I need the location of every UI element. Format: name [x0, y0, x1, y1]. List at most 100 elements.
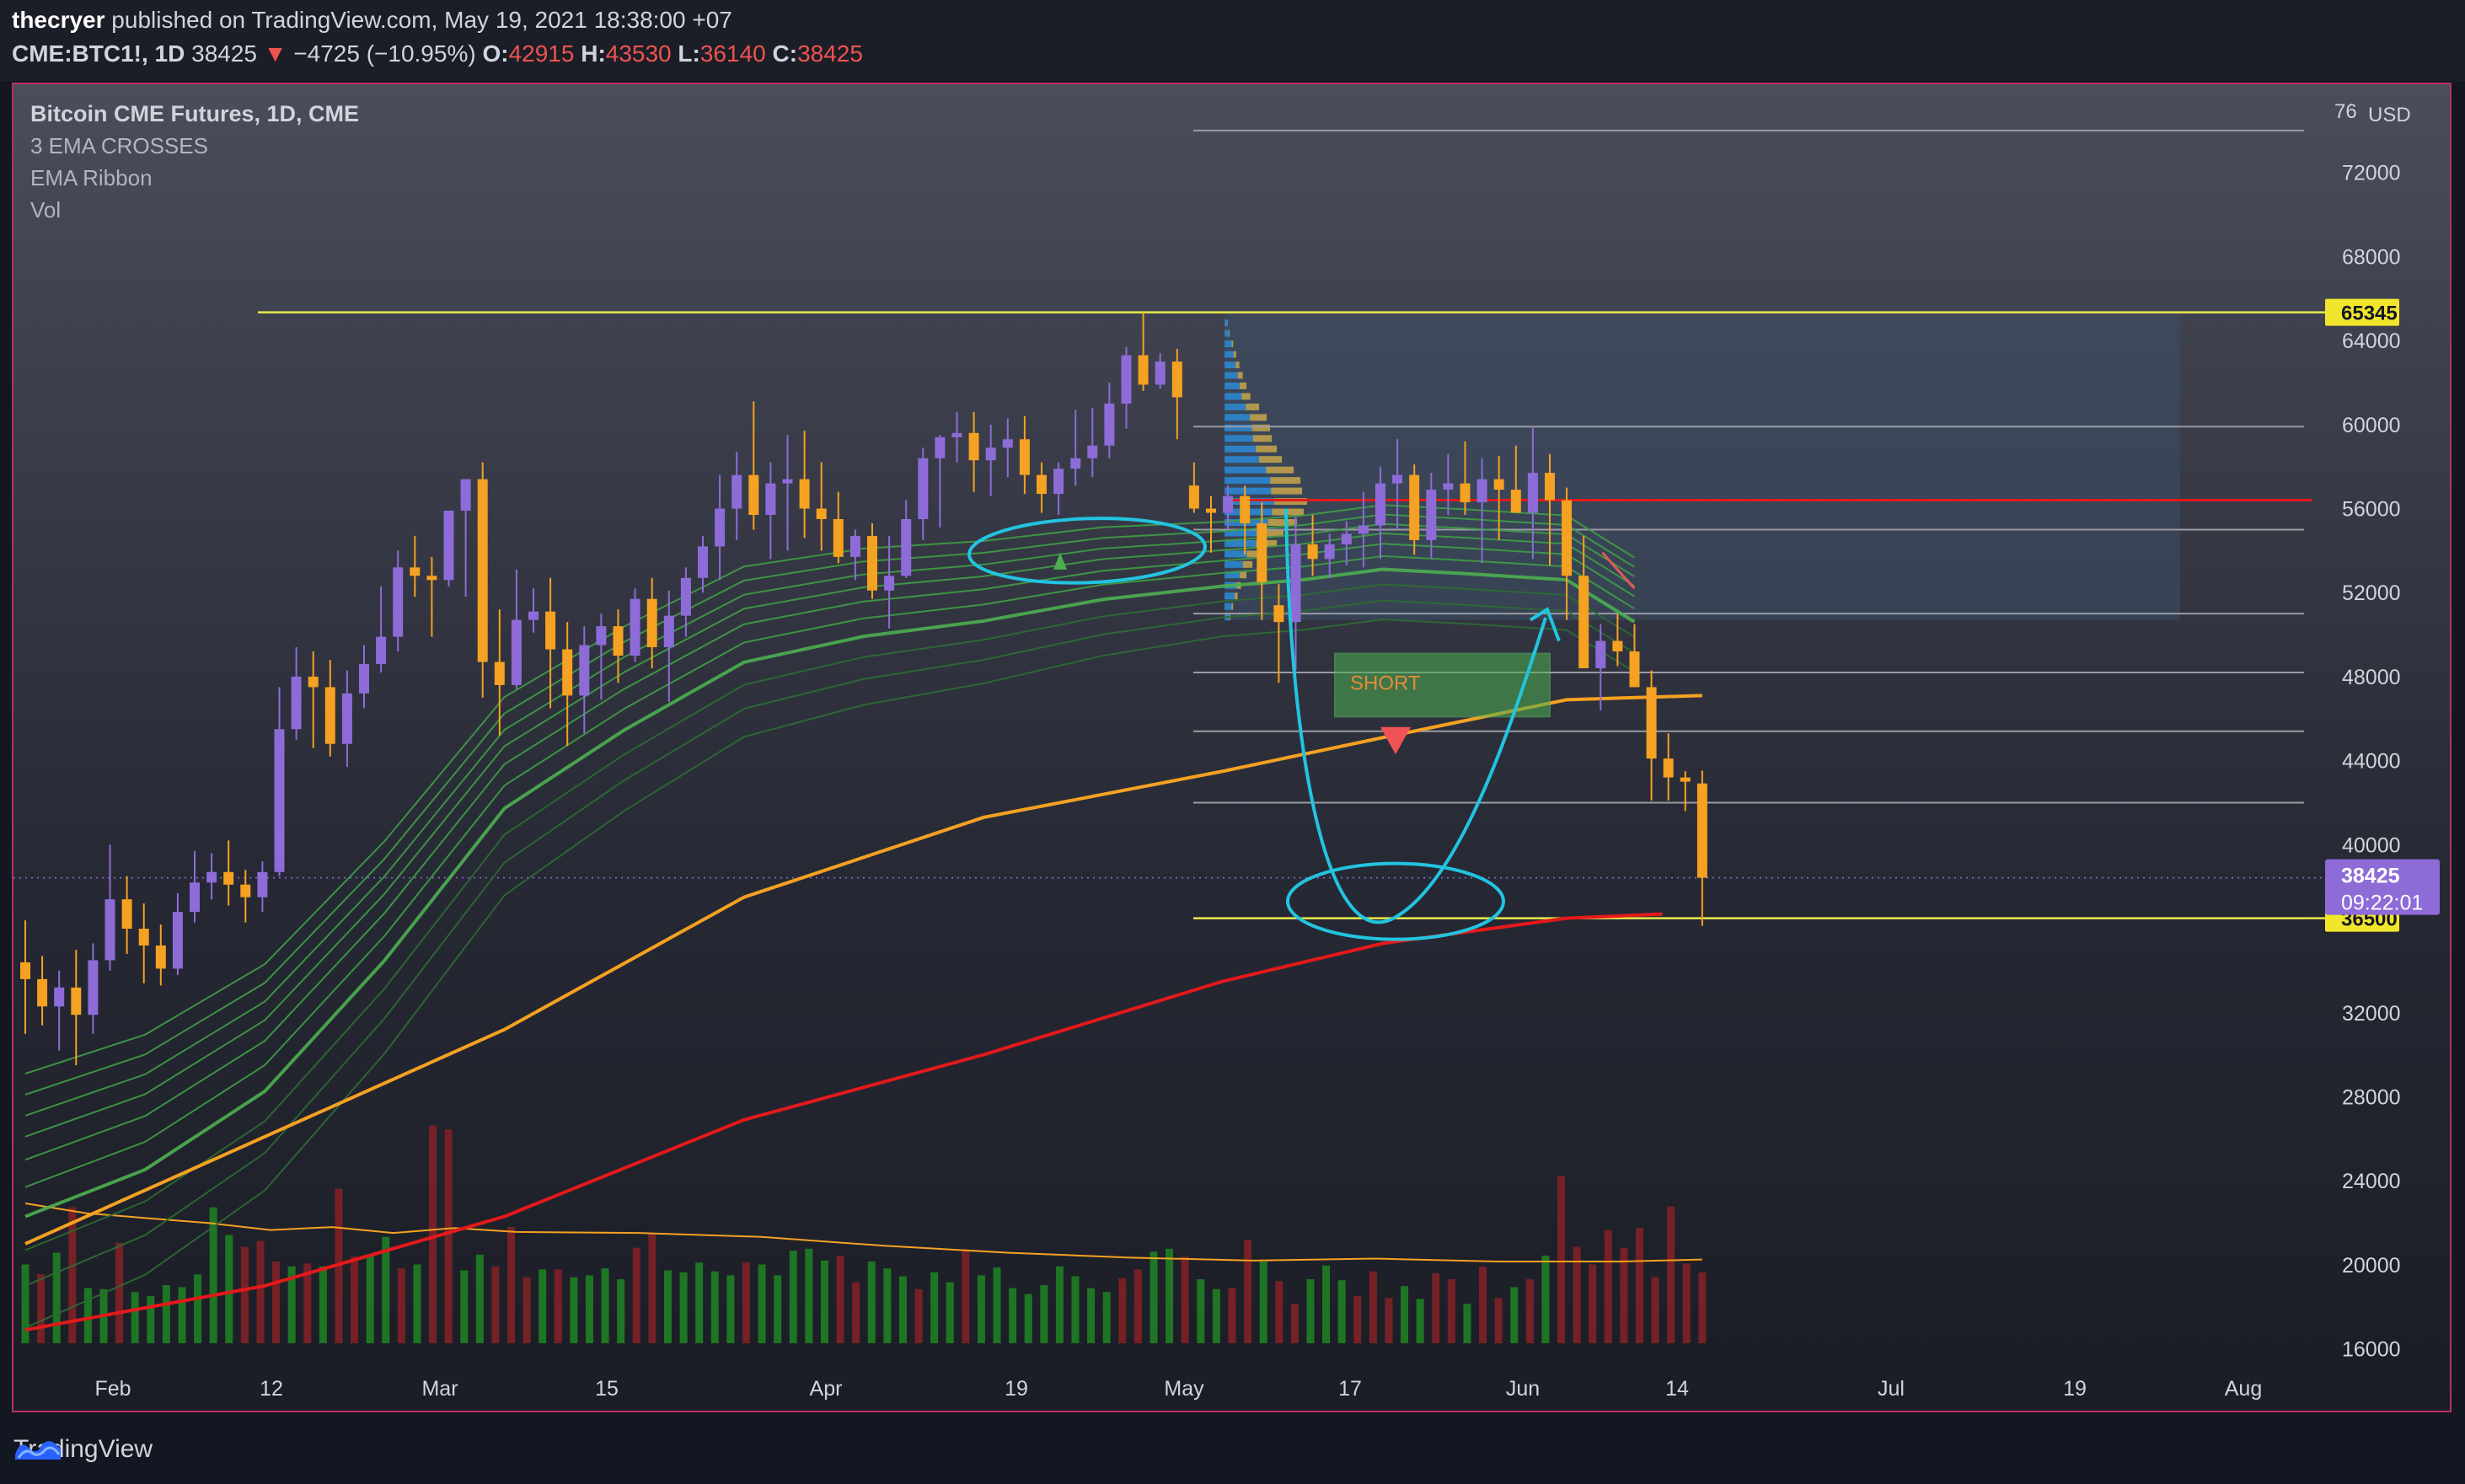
- candle-body[interactable]: [155, 946, 166, 969]
- legend-volume[interactable]: Vol: [30, 197, 61, 222]
- candle-body[interactable]: [1663, 758, 1674, 778]
- candle-body[interactable]: [1273, 605, 1284, 623]
- candle-body[interactable]: [1578, 576, 1589, 668]
- candle-body[interactable]: [715, 508, 726, 547]
- ema-ribbon-line[interactable]: [24, 522, 1635, 1117]
- candle-body[interactable]: [1696, 783, 1707, 878]
- candle-body[interactable]: [223, 871, 234, 885]
- bottom-highlight-ellipse[interactable]: [1286, 861, 1505, 941]
- candle-body[interactable]: [579, 645, 590, 696]
- candle-body[interactable]: [393, 567, 404, 637]
- candle-body[interactable]: [291, 676, 302, 730]
- price-chart[interactable]: SHORT 72000 68000 64000 60000 56000 52000 4800…: [13, 84, 2450, 1411]
- ema-ribbon-line[interactable]: [24, 554, 1635, 1188]
- candle-body[interactable]: [1595, 640, 1606, 668]
- candle-body[interactable]: [731, 474, 742, 509]
- candle-body[interactable]: [443, 511, 454, 581]
- candle-body[interactable]: [1290, 544, 1301, 623]
- ema-ribbon-line[interactable]: [24, 599, 1635, 1287]
- candle-body[interactable]: [901, 518, 912, 576]
- candle-body[interactable]: [1037, 474, 1047, 495]
- ema-ribbon-line[interactable]: [24, 532, 1635, 1138]
- candle-body[interactable]: [138, 929, 149, 946]
- candle-body[interactable]: [528, 611, 539, 620]
- candle-body[interactable]: [1510, 490, 1521, 513]
- candle-body[interactable]: [782, 479, 793, 484]
- candle-body[interactable]: [698, 546, 708, 578]
- candle-body[interactable]: [1206, 508, 1216, 513]
- level-high-tag[interactable]: 65345: [2341, 303, 2398, 325]
- candle-body[interactable]: [1646, 687, 1657, 759]
- candle-body[interactable]: [1307, 544, 1318, 560]
- candle-body[interactable]: [1240, 496, 1251, 523]
- candle-body[interactable]: [663, 615, 674, 648]
- candle-body[interactable]: [1053, 469, 1064, 495]
- candle-body[interactable]: [1002, 439, 1013, 448]
- legend-ema-ribbon[interactable]: EMA Ribbon: [30, 165, 153, 190]
- tradingview-logo-icon[interactable]: [13, 1433, 62, 1461]
- candle-body[interactable]: [646, 598, 657, 648]
- candle-body[interactable]: [1375, 483, 1385, 526]
- candle-body[interactable]: [1019, 439, 1030, 475]
- candle-body[interactable]: [121, 899, 132, 930]
- candle-body[interactable]: [494, 662, 505, 685]
- candle-body[interactable]: [37, 978, 48, 1007]
- cross-highlight-ellipse[interactable]: [967, 515, 1207, 587]
- candle-body[interactable]: [376, 636, 387, 664]
- candle-body[interactable]: [240, 884, 251, 897]
- candle-body[interactable]: [849, 535, 860, 557]
- candle-body[interactable]: [596, 626, 607, 646]
- candle-body[interactable]: [1138, 355, 1149, 385]
- candle-body[interactable]: [88, 960, 99, 1015]
- ema-ribbon-line[interactable]: [24, 567, 1636, 1219]
- candle-body[interactable]: [1443, 483, 1454, 490]
- candle-body[interactable]: [1476, 479, 1487, 503]
- ema-ribbon-line[interactable]: [24, 513, 1635, 1096]
- candle-body[interactable]: [1104, 403, 1115, 446]
- candle-body[interactable]: [1324, 544, 1335, 560]
- candle-body[interactable]: [206, 871, 217, 883]
- candle-body[interactable]: [1562, 500, 1573, 576]
- ema-ribbon-line[interactable]: [24, 619, 1635, 1329]
- candle-body[interactable]: [172, 912, 183, 969]
- last-price-tag[interactable]: 38425: [2341, 865, 2400, 888]
- candle-body[interactable]: [867, 535, 877, 591]
- candle-body[interactable]: [680, 577, 691, 616]
- candle-body[interactable]: [562, 649, 573, 696]
- candle-body[interactable]: [613, 626, 624, 656]
- candle-body[interactable]: [545, 611, 556, 650]
- candle-body[interactable]: [833, 518, 844, 557]
- candle-body[interactable]: [799, 479, 810, 509]
- candle-body[interactable]: [71, 987, 82, 1015]
- candle-body[interactable]: [765, 483, 776, 516]
- candle-body[interactable]: [1392, 474, 1403, 484]
- candle-body[interactable]: [968, 432, 979, 461]
- candle-body[interactable]: [308, 676, 319, 688]
- projection-curve-arrow[interactable]: [1284, 508, 1547, 924]
- candle-body[interactable]: [1121, 355, 1132, 404]
- candle-body[interactable]: [20, 962, 30, 979]
- candle-body[interactable]: [104, 899, 115, 961]
- candle-body[interactable]: [54, 987, 65, 1007]
- candle-body[interactable]: [748, 474, 759, 516]
- candle-body[interactable]: [1358, 525, 1369, 534]
- candle-body[interactable]: [1188, 485, 1199, 509]
- ema-ribbon-line[interactable]: [24, 504, 1635, 1075]
- candle-body[interactable]: [1409, 474, 1420, 540]
- candle-body[interactable]: [816, 508, 827, 519]
- candle-body[interactable]: [1223, 496, 1234, 513]
- candle-body[interactable]: [1493, 479, 1504, 490]
- candle-body[interactable]: [1612, 640, 1623, 652]
- candle-body[interactable]: [426, 576, 437, 581]
- candle-body[interactable]: [359, 663, 369, 694]
- candle-body[interactable]: [1070, 458, 1081, 469]
- short-zone-box[interactable]: [1334, 652, 1551, 718]
- candle-body[interactable]: [1680, 777, 1691, 782]
- candle-body[interactable]: [257, 871, 268, 897]
- candle-body[interactable]: [985, 447, 996, 461]
- candle-body[interactable]: [1527, 473, 1538, 513]
- candle-body[interactable]: [1460, 483, 1471, 503]
- candle-body[interactable]: [477, 479, 488, 662]
- candle-body[interactable]: [1155, 362, 1166, 385]
- candle-body[interactable]: [1545, 473, 1555, 501]
